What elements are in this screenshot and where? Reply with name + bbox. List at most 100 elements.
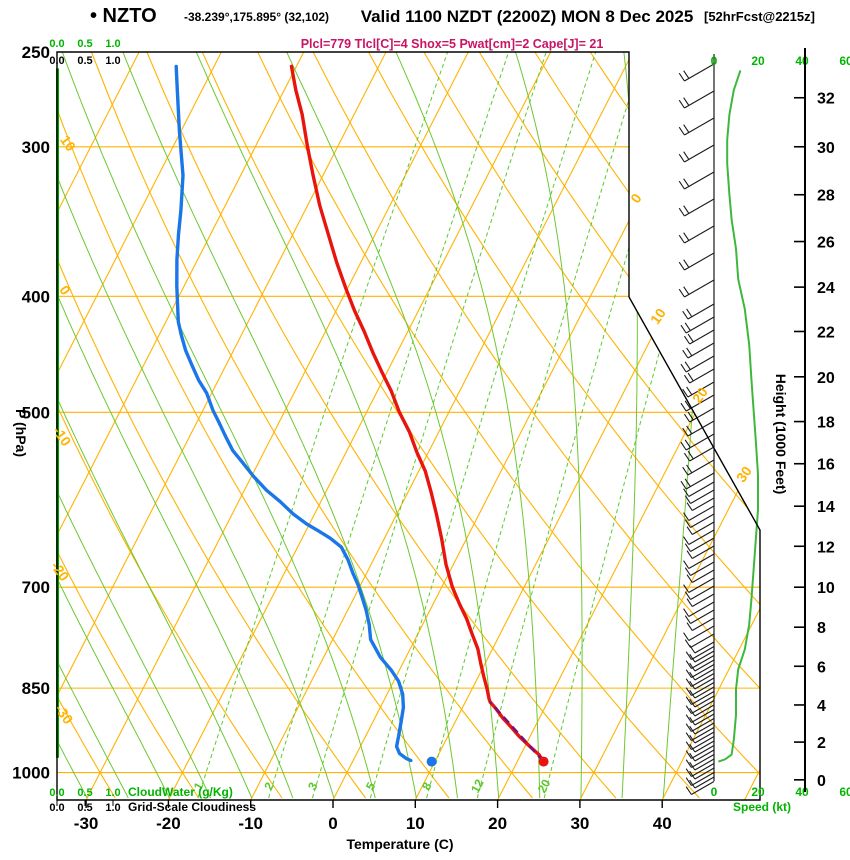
height-tick-label: 4 bbox=[817, 698, 826, 715]
cloudiness-bottom-tick-label: 0.0 bbox=[49, 802, 64, 814]
temp-tick-label: -30 bbox=[74, 814, 99, 833]
dry-adiabat-line bbox=[146, 52, 617, 799]
wind-barb-tick bbox=[689, 716, 696, 726]
pressure-tick-label: 500 bbox=[22, 403, 50, 422]
wind-barb-tick bbox=[683, 608, 690, 617]
speed-tick-label-top: 0 bbox=[711, 54, 718, 68]
speed-tick-label-bottom: 60 bbox=[839, 785, 850, 799]
temp-tick-label: -10 bbox=[238, 814, 263, 833]
wind-barb-tick bbox=[689, 644, 696, 654]
height-tick-label: 32 bbox=[817, 91, 835, 108]
wind-barb-tick bbox=[685, 732, 692, 741]
wind-barb bbox=[690, 537, 715, 552]
wind-barb-tick bbox=[678, 261, 685, 271]
height-tick-label: 28 bbox=[817, 188, 835, 205]
moist-adiabat-line bbox=[57, 52, 170, 799]
wind-barb bbox=[691, 673, 715, 687]
wind-barb-tick bbox=[689, 752, 696, 762]
parcel-path bbox=[489, 701, 545, 763]
wind-barb bbox=[690, 609, 715, 624]
moist-adiabat-line bbox=[57, 52, 335, 799]
wind-barb bbox=[690, 489, 715, 504]
wind-barb-tick bbox=[683, 374, 691, 384]
wind-barb bbox=[691, 664, 715, 678]
wind-barb bbox=[691, 727, 715, 741]
wind-barb-tick bbox=[682, 466, 689, 476]
temp-tick-label: 40 bbox=[653, 814, 672, 833]
wind-barb bbox=[688, 601, 715, 617]
wind-barb bbox=[687, 381, 715, 398]
height-tick-label: 0 bbox=[817, 773, 826, 790]
mixing-ratio-line bbox=[311, 52, 547, 799]
wind-barb-tick bbox=[678, 72, 685, 82]
wind-barb-tick bbox=[685, 741, 692, 750]
wind-barb bbox=[691, 736, 715, 750]
wind-barb bbox=[690, 633, 715, 648]
wind-barb-tick bbox=[689, 662, 696, 672]
cloudiness-top-tick-label: 0.5 bbox=[77, 55, 92, 67]
dry-adiabat-label: -30 bbox=[52, 701, 77, 727]
wind-barb-tick bbox=[685, 723, 692, 732]
pressure-axis-title: P (hPa) bbox=[13, 409, 29, 457]
wind-barb bbox=[684, 90, 715, 109]
height-tick-label: 20 bbox=[817, 370, 835, 387]
dry-adiabat-line bbox=[57, 52, 283, 799]
moist-adiabat-line bbox=[57, 52, 212, 799]
wind-barb-tick bbox=[682, 310, 689, 320]
wind-barb bbox=[684, 252, 715, 271]
temp-tick-label: 20 bbox=[488, 814, 507, 833]
temp-tick-label: 30 bbox=[570, 814, 589, 833]
wind-barb bbox=[689, 329, 715, 345]
cloudwater-bottom-tick-label: 0.5 bbox=[77, 787, 92, 799]
wind-barb-tick bbox=[683, 584, 690, 593]
wind-barb bbox=[691, 754, 715, 768]
pressure-tick-label: 400 bbox=[22, 287, 50, 306]
wind-barb-tick bbox=[680, 441, 687, 451]
wind-barb-tick bbox=[685, 714, 692, 723]
data-layer bbox=[56, 54, 759, 795]
height-tick-label: 16 bbox=[817, 457, 835, 474]
wind-barb-tick bbox=[684, 361, 691, 370]
wind-barb-tick bbox=[685, 750, 692, 759]
isotherm-line bbox=[661, 52, 760, 800]
wind-barb bbox=[694, 641, 715, 654]
wind-barb bbox=[689, 368, 715, 384]
mixing-ratio-line bbox=[543, 52, 744, 799]
cloudwater-top-tick-label: 0.0 bbox=[49, 38, 64, 50]
pressure-tick-label: 700 bbox=[22, 578, 50, 597]
wind-barb bbox=[688, 625, 715, 641]
mixing-ratio-label: 20 bbox=[535, 777, 554, 796]
wind-barb bbox=[694, 686, 715, 699]
height-tick-label: 14 bbox=[817, 499, 835, 516]
wind-barb-tick bbox=[684, 615, 691, 624]
wind-barb-tick bbox=[678, 234, 685, 244]
wind-barb bbox=[691, 718, 715, 732]
wind-barb bbox=[691, 569, 715, 583]
wind-barb bbox=[694, 758, 715, 771]
wind-barb bbox=[691, 617, 715, 631]
speed-tick-label-bottom: 40 bbox=[795, 785, 809, 799]
wind-barb-tick bbox=[683, 413, 691, 423]
moist-adiabat-line bbox=[195, 52, 458, 799]
wind-barb-tick bbox=[687, 411, 694, 421]
wind-barb-tick bbox=[689, 680, 696, 690]
temp-axis-title: Temperature (C) bbox=[346, 836, 453, 852]
wind-barb bbox=[691, 763, 715, 777]
wind-barb bbox=[691, 745, 715, 759]
surface-dewpoint-dot bbox=[426, 756, 437, 767]
height-axis-title: Height (1000 Feet) bbox=[773, 374, 789, 495]
mixing-ratio-line bbox=[476, 52, 688, 799]
wind-barb bbox=[690, 513, 715, 528]
grid-layer bbox=[57, 52, 760, 800]
wind-barb bbox=[694, 713, 715, 726]
wind-barb-tick bbox=[689, 689, 696, 699]
height-tick-label: 22 bbox=[817, 324, 835, 341]
wind-barb bbox=[684, 144, 715, 163]
wind-barb-tick bbox=[685, 777, 692, 786]
isotherm-label: 20 bbox=[689, 384, 711, 406]
height-tick-label: 10 bbox=[817, 580, 835, 597]
wind-barb-tick bbox=[685, 678, 692, 687]
